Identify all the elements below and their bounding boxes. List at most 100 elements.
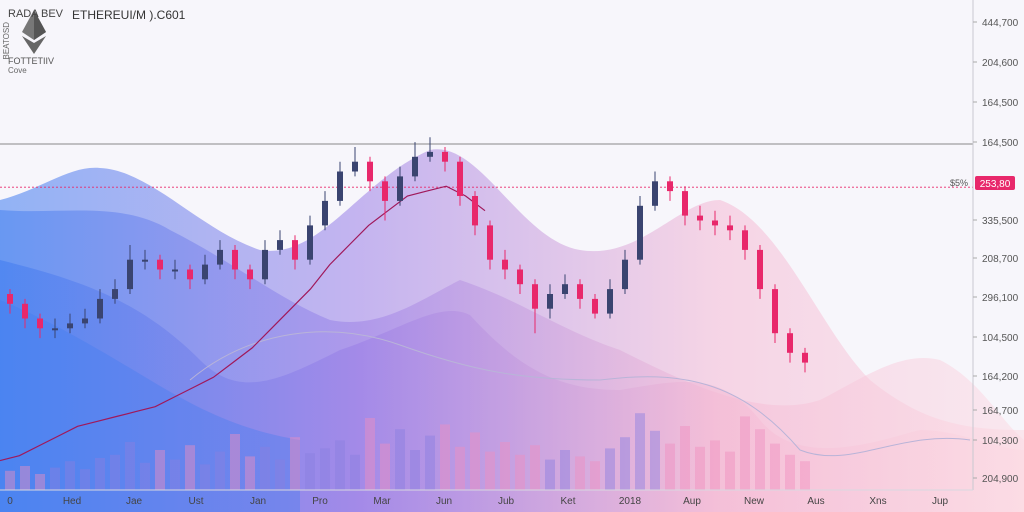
volume-bar <box>740 416 750 490</box>
candle <box>772 284 778 343</box>
volume-bar <box>200 464 210 490</box>
candle <box>247 264 253 290</box>
volume-bar <box>695 446 705 490</box>
candle-body <box>517 269 523 285</box>
volume-bar <box>95 458 105 490</box>
candle <box>697 205 703 231</box>
candle-body <box>772 289 778 334</box>
candle-body <box>262 249 268 280</box>
marker-badge-text: 253,80 <box>980 179 1011 190</box>
volume-bar <box>590 461 600 490</box>
volume-bar <box>230 434 240 490</box>
candle-body <box>367 161 373 182</box>
candle <box>562 274 568 299</box>
candle <box>487 220 493 270</box>
candle <box>607 279 613 319</box>
y-tick-label: 164,500 <box>982 98 1019 109</box>
candle <box>322 191 328 231</box>
candle <box>142 249 148 270</box>
candle-body <box>97 298 103 319</box>
volume-bar <box>440 424 450 490</box>
x-axis-ticks: 0 Hed Jae Ust Jan Pro Mar Jun Jub Ket 2018 Aup New Au… <box>7 496 948 507</box>
volume-bar <box>110 454 120 490</box>
x-tick-label: Aus <box>807 496 824 507</box>
x-tick-label: 2018 <box>619 496 642 507</box>
candle <box>682 186 688 226</box>
candle <box>127 245 133 294</box>
candle-body <box>562 284 568 294</box>
candle-body <box>172 269 178 272</box>
candle-body <box>382 181 388 201</box>
candle-body <box>607 289 613 314</box>
candle <box>52 318 58 339</box>
volume-bar <box>650 430 660 490</box>
y-tick-label: 208,700 <box>982 254 1019 265</box>
candle-body <box>202 264 208 280</box>
y-tick-label: 164,200 <box>982 372 1019 383</box>
ethereum-logo <box>22 10 46 54</box>
volume-bar <box>635 413 645 490</box>
volume-bar <box>800 461 810 490</box>
candle-body <box>532 284 538 309</box>
volume-bar <box>620 437 630 490</box>
candle <box>427 137 433 162</box>
candle-body <box>52 328 58 331</box>
candle-body <box>727 225 733 231</box>
candle <box>637 196 643 265</box>
x-tick-label: Mar <box>373 496 391 507</box>
marker-badge: 253,80 $5% <box>950 176 1015 190</box>
x-tick-label: Jun <box>436 496 452 507</box>
candle <box>7 289 13 314</box>
candle-body <box>787 333 793 353</box>
volume-bar <box>65 461 75 490</box>
candle <box>577 279 583 309</box>
volume-bar <box>80 469 90 490</box>
candle <box>787 328 793 363</box>
moving-average-line <box>0 185 486 462</box>
volume-bar <box>20 466 30 490</box>
candle-body <box>547 294 553 309</box>
candle <box>397 166 403 206</box>
volume-bar <box>290 437 300 490</box>
volume-bar <box>710 440 720 490</box>
candle <box>352 147 358 177</box>
candle-body <box>502 259 508 270</box>
volume-bar <box>470 432 480 490</box>
candle-body <box>802 352 808 363</box>
candle-body <box>157 259 163 270</box>
candle <box>292 235 298 270</box>
candle-body <box>112 289 118 299</box>
volume-bar <box>575 456 585 490</box>
candle-body <box>277 240 283 250</box>
volume-bar <box>500 442 510 490</box>
candle-body <box>37 318 43 329</box>
candle-body <box>682 191 688 216</box>
x-tick-label: Xns <box>869 496 886 507</box>
volume-bar <box>665 443 675 490</box>
y-tick-label: 104,500 <box>982 333 1019 344</box>
candle <box>157 254 163 280</box>
candle-body <box>337 171 343 201</box>
candle-body <box>667 181 673 192</box>
volume-bar <box>560 450 570 490</box>
candle-body <box>292 240 298 260</box>
volume-bar <box>425 435 435 490</box>
volume-bar <box>515 454 525 490</box>
volume-bar <box>785 454 795 490</box>
candle <box>232 245 238 280</box>
candle <box>802 347 808 373</box>
candle <box>412 142 418 182</box>
candle <box>517 264 523 294</box>
candle <box>187 264 193 290</box>
volume-bar <box>35 474 45 490</box>
candle <box>82 308 88 329</box>
y-tick-label: 296,100 <box>982 293 1019 304</box>
x-tick-label: 0 <box>7 496 13 507</box>
volume-bar <box>485 451 495 490</box>
volume-bar <box>680 426 690 490</box>
candle <box>337 161 343 206</box>
candle-body <box>472 196 478 226</box>
x-tick-label: Jup <box>932 496 949 507</box>
volume-bar <box>275 459 285 490</box>
volume-bar <box>245 456 255 490</box>
